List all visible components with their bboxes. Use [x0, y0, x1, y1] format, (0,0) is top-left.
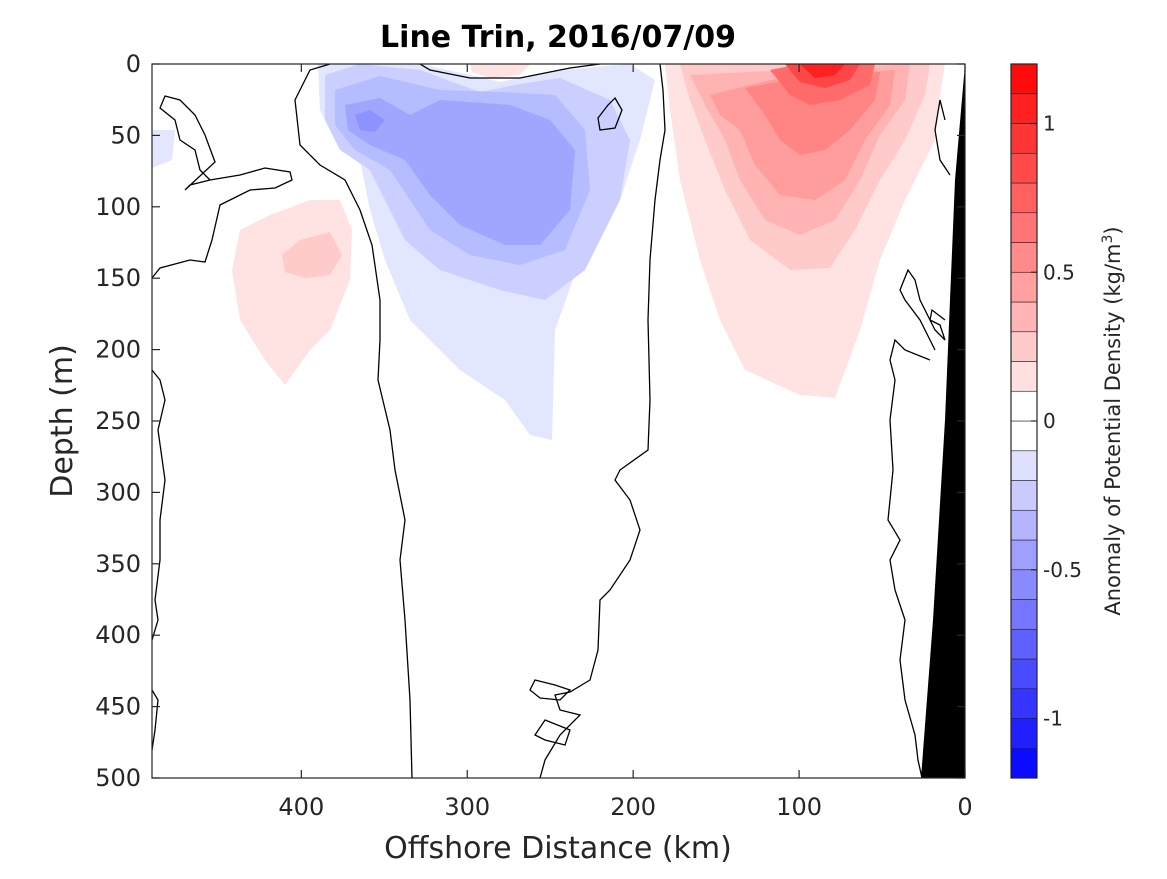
colorbar-swatch [1010, 509, 1038, 541]
x-axis: 400 300 200 100 0 [278, 64, 973, 821]
x-tick-label: 100 [776, 793, 822, 821]
y-tick-label: 300 [95, 478, 141, 506]
y-tick-label: 200 [95, 336, 141, 364]
colorbar-label-text: Anomaly of Potential Density (kg/m [1101, 244, 1125, 616]
colorbar-swatch [1010, 688, 1038, 719]
y-tick-label: 350 [95, 550, 141, 578]
x-tick-label: 300 [444, 793, 490, 821]
zero-contour-shelf [899, 268, 946, 351]
y-tick-label: 100 [95, 193, 141, 221]
zero-contours [152, 64, 951, 778]
y-tick-label: 50 [110, 121, 141, 149]
colorbar-swatch [1010, 123, 1038, 154]
colorbar-swatch [1010, 569, 1038, 600]
colorbar-swatch [1010, 747, 1038, 779]
y-tick-label: 0 [126, 50, 141, 78]
pos-anomaly-top [470, 64, 530, 78]
zero-contour-near-right [934, 99, 951, 176]
colorbar-swatch [1010, 242, 1038, 273]
y-tick-label: 500 [95, 764, 141, 792]
colorbar-swatch [1010, 450, 1038, 481]
colorbar-swatch [1010, 480, 1038, 511]
zero-contour-loop-3 [534, 719, 571, 746]
zero-contour-far-left [152, 369, 166, 641]
x-axis-label: Offshore Distance (km) [384, 831, 732, 866]
colorbar-swatch [1010, 301, 1038, 333]
chart-title: Line Trin, 2016/07/09 [380, 20, 736, 55]
zero-contour-top-closure [419, 64, 601, 79]
colorbar-label-superscript: 3 [1100, 235, 1116, 244]
x-tick-label: 200 [610, 793, 656, 821]
pos-anomaly-level-8 [800, 64, 845, 78]
colorbar-swatch [1010, 539, 1038, 571]
contour-field [152, 64, 965, 778]
colorbar-tick-label: 0.5 [1043, 260, 1075, 284]
colorbar-tick-label: 1 [1043, 112, 1056, 136]
pos-anomaly-left-2 [282, 232, 342, 278]
zero-contour-west-front [294, 64, 413, 778]
zero-contour-far-left-2 [152, 689, 159, 751]
colorbar-swatch [1010, 212, 1038, 243]
colorbar-swatch [1010, 331, 1038, 362]
zero-contour-loop-2 [529, 679, 572, 701]
colorbar-swatch [1010, 390, 1038, 422]
colorbar-swatch [1010, 718, 1038, 749]
y-axis: 0 50 100 150 200 250 300 350 400 450 500 [95, 50, 965, 792]
zero-contour-left [152, 95, 293, 279]
colorbar-swatch [1010, 361, 1038, 392]
y-tick-label: 250 [95, 407, 141, 435]
colorbar-swatch [1010, 420, 1038, 452]
colorbar-label-suffix: ) [1101, 226, 1125, 234]
colorbar-swatch [1010, 658, 1038, 690]
neg-anomaly-level-4 [345, 98, 575, 245]
y-axis-label: Depth (m) [45, 344, 80, 498]
y-tick-label: 450 [95, 693, 141, 721]
colorbar-swatch [1010, 628, 1038, 660]
colorbar-swatch [1010, 271, 1038, 303]
colorbar-ticks: 1 0.5 0 -0.5 -1 [1031, 112, 1082, 731]
colorbar-swatch [1010, 152, 1038, 184]
zero-contour-shelf-2 [887, 338, 931, 778]
colorbar-swatch [1010, 93, 1038, 124]
y-tick-label: 400 [95, 621, 141, 649]
x-tick-label: 0 [957, 793, 972, 821]
colorbar-swatch [1010, 63, 1038, 95]
continental-slope [921, 64, 965, 778]
y-tick-label: 150 [95, 264, 141, 292]
neg-anomaly-level-5 [355, 110, 385, 132]
colorbar-swatch [1010, 182, 1038, 214]
x-tick-label: 400 [278, 793, 324, 821]
colorbar-swatch [1010, 599, 1038, 630]
colorbar-tick-label: -1 [1043, 707, 1063, 731]
colorbar [1010, 63, 1038, 779]
colorbar-label: Anomaly of Potential Density (kg/m3) [1100, 226, 1125, 615]
colorbar-tick-label: 0 [1043, 409, 1056, 433]
zero-contour-loop-1 [597, 96, 623, 131]
neg-anomaly-left [152, 130, 175, 168]
zero-contour-east-front [539, 64, 666, 778]
colorbar-tick-label: -0.5 [1043, 558, 1082, 582]
